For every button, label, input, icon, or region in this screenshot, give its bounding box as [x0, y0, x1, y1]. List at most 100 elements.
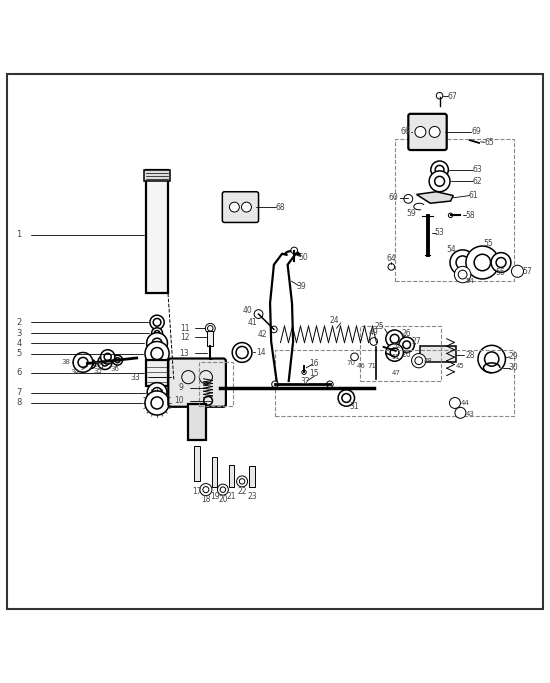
Text: 59: 59 — [406, 209, 416, 218]
Circle shape — [104, 353, 111, 361]
Circle shape — [241, 202, 251, 212]
Circle shape — [200, 484, 212, 496]
Circle shape — [73, 352, 93, 372]
Text: 22: 22 — [238, 487, 247, 496]
Circle shape — [415, 126, 426, 137]
Text: 55: 55 — [483, 239, 493, 249]
Text: 47: 47 — [391, 370, 400, 376]
Bar — [229, 465, 234, 487]
Text: 48: 48 — [424, 358, 433, 364]
Text: 38: 38 — [61, 359, 70, 365]
FancyBboxPatch shape — [222, 192, 258, 223]
FancyBboxPatch shape — [168, 359, 226, 407]
Circle shape — [78, 357, 88, 367]
Circle shape — [152, 328, 163, 339]
Circle shape — [115, 358, 120, 363]
Text: 42: 42 — [258, 330, 268, 339]
Circle shape — [436, 92, 443, 99]
Circle shape — [236, 476, 248, 487]
Bar — [212, 457, 217, 487]
Text: 3: 3 — [16, 329, 21, 338]
Circle shape — [302, 370, 306, 374]
Circle shape — [89, 362, 94, 366]
Circle shape — [411, 354, 426, 368]
Text: 26: 26 — [402, 329, 411, 338]
Circle shape — [512, 265, 524, 277]
Circle shape — [429, 126, 440, 137]
Circle shape — [429, 171, 450, 192]
Circle shape — [101, 350, 115, 364]
Text: 10: 10 — [174, 396, 184, 405]
Text: 6: 6 — [16, 368, 21, 377]
Bar — [188, 404, 206, 440]
Circle shape — [435, 165, 444, 174]
Circle shape — [207, 326, 213, 331]
Circle shape — [434, 176, 444, 186]
Circle shape — [229, 202, 239, 212]
Text: 58: 58 — [465, 211, 475, 220]
Text: 15: 15 — [310, 369, 320, 378]
Circle shape — [431, 161, 448, 178]
Bar — [207, 331, 213, 346]
Text: 32: 32 — [300, 376, 310, 385]
Circle shape — [217, 484, 228, 495]
Circle shape — [386, 330, 403, 348]
Circle shape — [370, 337, 378, 346]
Text: 28: 28 — [465, 350, 475, 360]
Circle shape — [220, 487, 225, 492]
Circle shape — [458, 270, 467, 279]
Circle shape — [203, 486, 209, 492]
Circle shape — [236, 346, 248, 359]
Text: 50: 50 — [299, 253, 309, 262]
Circle shape — [388, 264, 394, 270]
Bar — [394, 139, 514, 281]
Text: 56: 56 — [495, 268, 505, 277]
Text: 60: 60 — [388, 193, 398, 202]
Circle shape — [466, 246, 499, 279]
Circle shape — [455, 407, 466, 418]
Text: 35: 35 — [94, 367, 103, 374]
Circle shape — [399, 337, 414, 352]
Text: 19: 19 — [210, 492, 219, 501]
Text: 1: 1 — [16, 230, 21, 239]
Text: 33: 33 — [130, 373, 140, 382]
Circle shape — [390, 348, 399, 357]
Text: 12: 12 — [180, 333, 189, 342]
Circle shape — [291, 247, 298, 253]
Text: 70: 70 — [346, 360, 355, 366]
Circle shape — [491, 253, 511, 273]
Text: 13: 13 — [180, 348, 189, 357]
Circle shape — [98, 355, 112, 370]
Text: 39: 39 — [296, 282, 306, 291]
Text: 37: 37 — [94, 361, 103, 367]
Circle shape — [254, 309, 263, 318]
Circle shape — [496, 257, 506, 268]
Text: 2: 2 — [16, 318, 21, 326]
Text: 20: 20 — [218, 495, 228, 504]
Circle shape — [232, 343, 252, 363]
Circle shape — [338, 390, 355, 406]
Circle shape — [145, 391, 169, 415]
Text: 66: 66 — [400, 128, 410, 137]
Text: 24: 24 — [329, 316, 339, 325]
Text: 5: 5 — [16, 349, 21, 358]
Circle shape — [101, 359, 108, 366]
Text: 69: 69 — [471, 128, 481, 137]
Text: 14: 14 — [256, 348, 266, 357]
Text: 62: 62 — [472, 177, 482, 186]
Text: 51: 51 — [391, 354, 400, 361]
Text: 43: 43 — [466, 411, 475, 417]
Text: 27: 27 — [412, 337, 421, 346]
Circle shape — [113, 355, 123, 365]
Bar — [249, 466, 255, 487]
Circle shape — [147, 382, 167, 402]
Text: 46: 46 — [357, 363, 366, 370]
Text: 9: 9 — [178, 383, 183, 392]
Text: 36: 36 — [111, 366, 119, 372]
Circle shape — [478, 346, 505, 373]
Circle shape — [147, 333, 167, 354]
Polygon shape — [416, 192, 453, 204]
Circle shape — [403, 341, 410, 348]
Circle shape — [456, 256, 469, 269]
Text: 65: 65 — [484, 139, 494, 148]
